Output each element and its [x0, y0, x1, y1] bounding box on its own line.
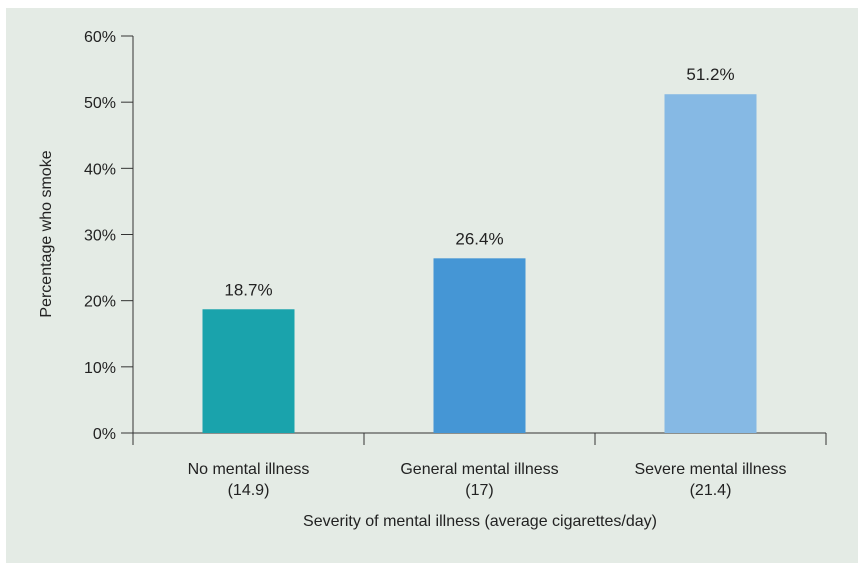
category-sublabel: (17) — [465, 482, 493, 499]
x-ticks — [132, 433, 827, 445]
y-tick-label: 20% — [84, 294, 116, 311]
y-tick-label: 0% — [93, 426, 116, 443]
y-tick-label: 60% — [84, 29, 116, 46]
bar-value-label: 18.7% — [224, 280, 272, 299]
category-label: No mental illness — [188, 461, 310, 478]
y-tick-label: 30% — [84, 228, 116, 245]
bar — [433, 258, 526, 433]
bar-value-label: 26.4% — [455, 229, 503, 248]
bar — [202, 309, 295, 433]
y-tick-label: 40% — [84, 161, 116, 178]
bars — [202, 94, 757, 433]
bar-value-label: 51.2% — [686, 65, 734, 84]
bar — [664, 94, 757, 433]
category-label: General mental illness — [400, 461, 558, 478]
y-tick-label: 50% — [84, 95, 116, 112]
category-sublabel: (21.4) — [690, 482, 732, 499]
y-tick-label: 10% — [84, 360, 116, 377]
category-labels: No mental illness (14.9) General mental il… — [188, 461, 787, 499]
y-axis-title: Percentage who smoke — [38, 150, 55, 317]
y-ticks: 0% 10% 20% 30% 40% 50% 60% — [84, 29, 133, 443]
category-sublabel: (14.9) — [228, 482, 270, 499]
x-axis-title: Severity of mental illness (average ciga… — [303, 513, 657, 530]
value-labels: 18.7% 26.4% 51.2% — [224, 65, 734, 299]
category-label: Severe mental illness — [634, 461, 786, 478]
